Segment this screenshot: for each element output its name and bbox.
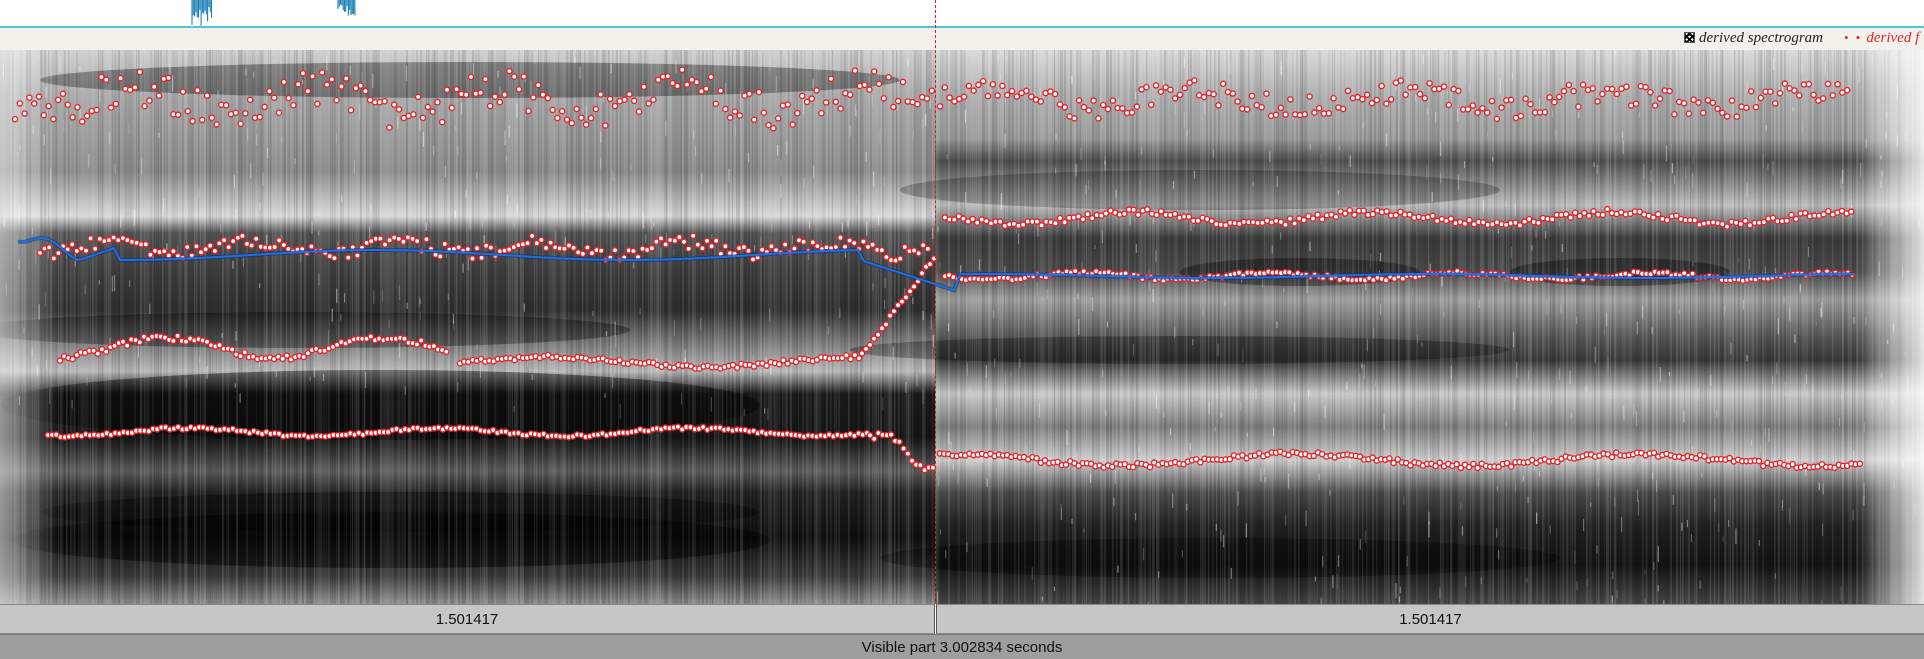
left-segment-duration-label: 1.501417 — [435, 610, 499, 628]
spectrogram-pane[interactable] — [0, 50, 1924, 604]
right-segment-duration-label: 1.501417 — [1399, 610, 1462, 628]
pitch-contour-line — [17, 236, 1855, 292]
waveform-trace — [191, 0, 356, 26]
visible-part-bar[interactable]: Visible part 3.002834 seconds — [0, 634, 1924, 659]
formant-track-dots — [11, 66, 1864, 474]
legend-formant-item: • • derived f — [1844, 30, 1919, 47]
selection-duration-bar: 1.501417 1.501417 — [0, 604, 1924, 634]
legend-strip: derived spectrogram • • derived f — [0, 28, 1924, 51]
waveform-strip[interactable] — [0, 0, 1924, 28]
spectrogram-swatch-icon — [1684, 32, 1695, 43]
legend-spectrogram-item: derived spectrogram — [1684, 30, 1823, 47]
spectrogram-image — [0, 50, 1924, 604]
right-segment-duration[interactable]: 1.501417 — [936, 604, 1924, 634]
formant-dots-icon: • • — [1844, 30, 1863, 45]
left-segment-duration[interactable]: 1.501417 — [0, 604, 935, 634]
visible-part-label: Visible part 3.002834 seconds — [861, 638, 1063, 656]
legend-spectrogram-label: derived spectrogram — [1699, 30, 1823, 46]
legend-formant-label: derived f — [1866, 30, 1920, 46]
